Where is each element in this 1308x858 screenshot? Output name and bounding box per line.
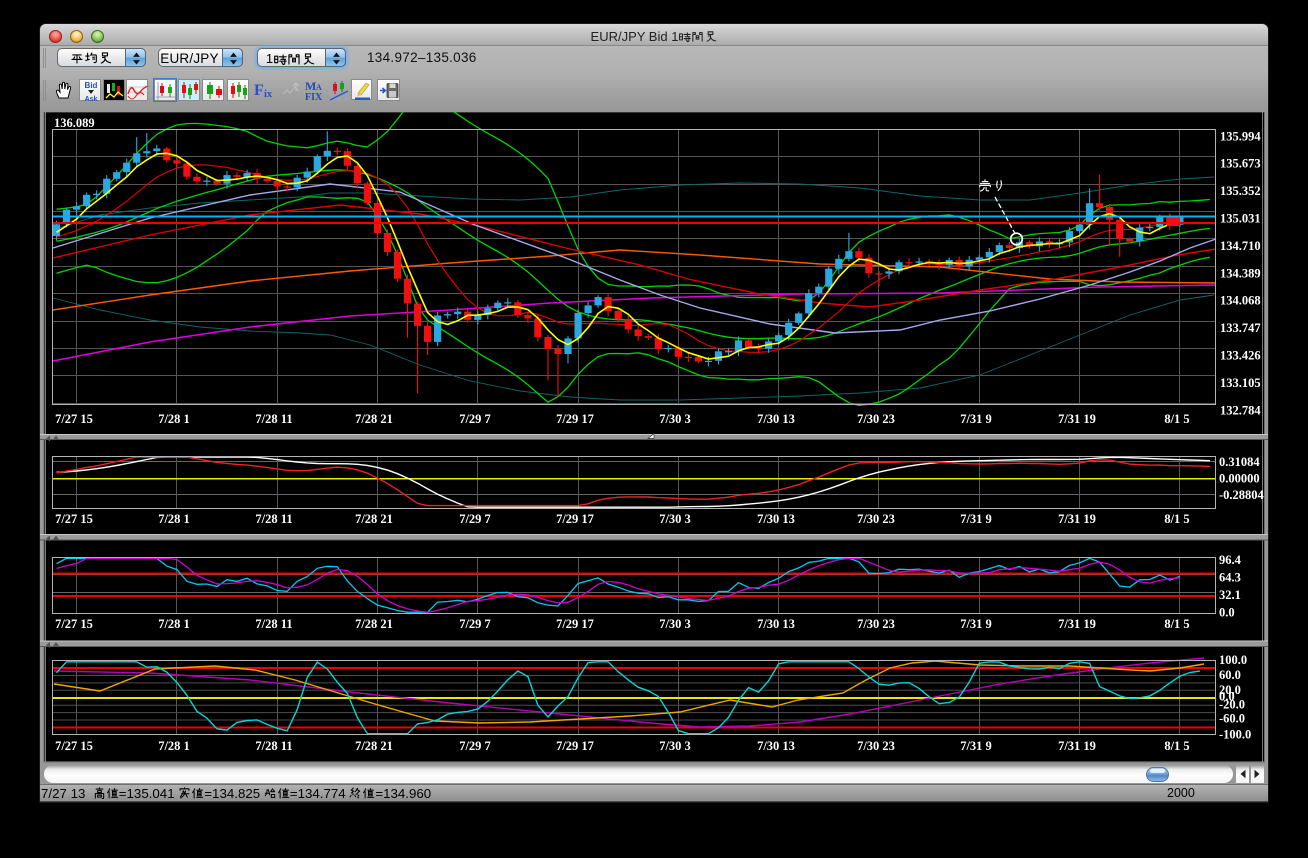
svg-text:134.068: 134.068 <box>1220 294 1261 308</box>
svg-text:132.784: 132.784 <box>1220 403 1261 417</box>
svg-text:135.352: 135.352 <box>1220 184 1261 198</box>
svg-text:135.031: 135.031 <box>1220 212 1261 226</box>
svg-text:7/30 23: 7/30 23 <box>857 617 895 631</box>
svg-text:7/28 1: 7/28 1 <box>158 412 190 426</box>
svg-text:7/31 9: 7/31 9 <box>960 739 992 753</box>
svg-text:7/28 21: 7/28 21 <box>355 739 393 753</box>
svg-text:64.3: 64.3 <box>1219 571 1241 585</box>
svg-text:7/31 9: 7/31 9 <box>960 412 992 426</box>
svg-text:7/28 21: 7/28 21 <box>355 412 393 426</box>
svg-text:8/1 5: 8/1 5 <box>1164 739 1189 753</box>
svg-text:7/30 3: 7/30 3 <box>659 617 691 631</box>
svg-text:F: F <box>254 82 264 99</box>
svg-text:134.710: 134.710 <box>1220 239 1261 253</box>
svg-text:7/30 13: 7/30 13 <box>757 512 795 526</box>
svg-text:7/30 23: 7/30 23 <box>857 412 895 426</box>
svg-text:-20.0: -20.0 <box>1219 697 1245 711</box>
svg-text:8/1 5: 8/1 5 <box>1164 617 1189 631</box>
svg-text:7/31 9: 7/31 9 <box>960 617 992 631</box>
svg-text:7/29 17: 7/29 17 <box>556 412 594 426</box>
svg-text:7/30 23: 7/30 23 <box>857 739 895 753</box>
svg-text:7/29 17: 7/29 17 <box>556 512 594 526</box>
svg-text:Bid: Bid <box>85 81 98 90</box>
svg-text:7/29 7: 7/29 7 <box>459 412 491 426</box>
svg-text:7/29 7: 7/29 7 <box>459 617 491 631</box>
svg-text:7/28 11: 7/28 11 <box>255 512 292 526</box>
svg-text:7/28 11: 7/28 11 <box>255 412 292 426</box>
svg-text:7/27 15: 7/27 15 <box>55 512 93 526</box>
svg-text:M: M <box>305 79 316 93</box>
svg-text:136.089: 136.089 <box>54 116 95 130</box>
svg-text:133.747: 133.747 <box>1220 321 1261 335</box>
svg-text:ix: ix <box>264 89 273 100</box>
svg-text:-100.0: -100.0 <box>1219 727 1251 741</box>
svg-text:7/28 1: 7/28 1 <box>158 512 190 526</box>
svg-text:7/31 9: 7/31 9 <box>960 512 992 526</box>
svg-text:7/30 13: 7/30 13 <box>757 412 795 426</box>
svg-text:96.4: 96.4 <box>1219 553 1242 567</box>
svg-text:7/31 19: 7/31 19 <box>1058 412 1096 426</box>
svg-text:133.105: 133.105 <box>1220 376 1261 390</box>
svg-text:8/1 5: 8/1 5 <box>1164 412 1189 426</box>
svg-text:7/29 7: 7/29 7 <box>459 739 491 753</box>
svg-text:7/28 21: 7/28 21 <box>355 512 393 526</box>
svg-text:A: A <box>316 83 322 92</box>
svg-text:7/29 7: 7/29 7 <box>459 512 491 526</box>
svg-text:FIX: FIX <box>305 92 323 103</box>
svg-text:7/27 15: 7/27 15 <box>55 739 93 753</box>
svg-text:134.389: 134.389 <box>1220 266 1261 280</box>
svg-text:7/28 1: 7/28 1 <box>158 739 190 753</box>
svg-text:135.673: 135.673 <box>1220 157 1261 171</box>
svg-text:7/27 15: 7/27 15 <box>55 617 93 631</box>
svg-text:100.0: 100.0 <box>1219 653 1247 667</box>
svg-text:7/29 17: 7/29 17 <box>556 739 594 753</box>
svg-text:7/30 3: 7/30 3 <box>659 739 691 753</box>
svg-text:7/28 1: 7/28 1 <box>158 617 190 631</box>
svg-text:7/31 19: 7/31 19 <box>1058 512 1096 526</box>
svg-text:7/30 3: 7/30 3 <box>659 512 691 526</box>
svg-text:7/28 11: 7/28 11 <box>255 617 292 631</box>
svg-text:7/31 19: 7/31 19 <box>1058 739 1096 753</box>
svg-text:7/28 11: 7/28 11 <box>255 739 292 753</box>
svg-text:60.0: 60.0 <box>1219 668 1241 682</box>
svg-text:20.0: 20.0 <box>1219 683 1241 697</box>
svg-text:0.31084: 0.31084 <box>1219 455 1260 469</box>
svg-text:133.426: 133.426 <box>1220 349 1261 363</box>
svg-text:7/30 13: 7/30 13 <box>757 617 795 631</box>
svg-text:7/27 15: 7/27 15 <box>55 412 93 426</box>
svg-text:7/30 3: 7/30 3 <box>659 412 691 426</box>
svg-text:32.1: 32.1 <box>1219 588 1241 602</box>
svg-text:8/1 5: 8/1 5 <box>1164 512 1189 526</box>
svg-text:0.0: 0.0 <box>1219 690 1235 704</box>
svg-text:7/30 23: 7/30 23 <box>857 512 895 526</box>
svg-text:0.0: 0.0 <box>1219 606 1235 620</box>
svg-text:7/31 19: 7/31 19 <box>1058 617 1096 631</box>
svg-text:135.994: 135.994 <box>1220 129 1261 143</box>
svg-text:0.00000: 0.00000 <box>1219 472 1260 486</box>
svg-text:7/28 21: 7/28 21 <box>355 617 393 631</box>
svg-text:7/30 13: 7/30 13 <box>757 739 795 753</box>
svg-text:-0.28804: -0.28804 <box>1219 488 1265 502</box>
svg-text:Ask: Ask <box>85 96 98 102</box>
svg-text:-60.0: -60.0 <box>1219 712 1245 726</box>
svg-text:7/29 17: 7/29 17 <box>556 617 594 631</box>
